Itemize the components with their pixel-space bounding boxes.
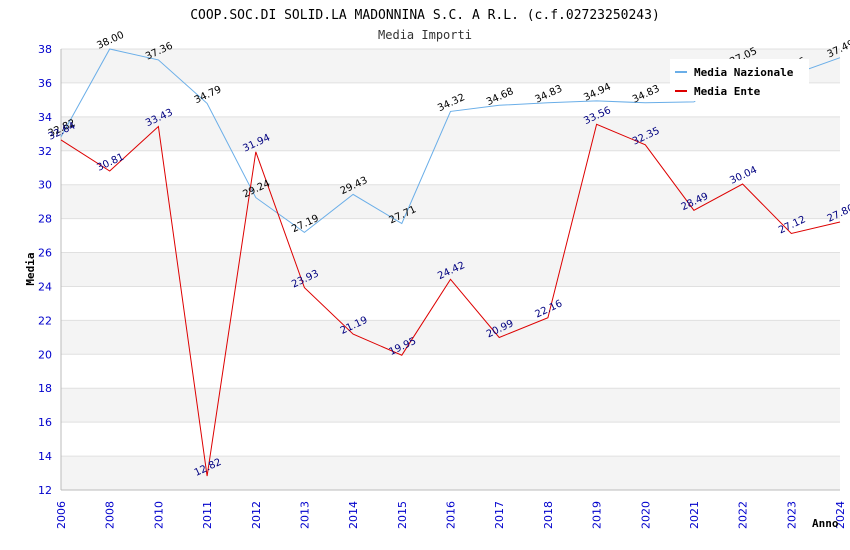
data-label: 38.00 [95,30,126,52]
y-axis-label: Media [24,252,37,285]
x-axis-ticks: 2006 2008 2010 2011 2012 2013 2014 2015 2016 2017… [55,501,847,529]
grid-band [61,354,840,389]
x-tick-label: 2022 [737,501,750,529]
y-tick-label: 14 [38,450,52,463]
y-tick-label: 26 [38,247,52,260]
legend-entry: Media Ente [694,85,761,98]
y-tick-label: 18 [38,382,52,395]
grid-band [61,184,840,219]
x-tick-label: 2015 [396,501,409,529]
x-tick-label: 2012 [250,501,263,529]
grid-band [61,150,840,185]
y-tick-label: 12 [38,484,52,497]
y-axis-ticks: 12 14 16 18 20 22 24 26 28 30 32 34 36 38 [38,43,52,497]
legend-entry: Media Nazionale [694,66,794,79]
series-line-ente [60,123,841,477]
y-tick-label: 34 [38,111,52,124]
x-tick-label: 2008 [104,501,117,529]
x-tick-label: 2006 [55,501,68,529]
x-tick-label: 2019 [591,501,604,529]
grid-band [61,456,840,490]
x-tick-label: 2010 [152,501,165,529]
x-tick-label: 2013 [298,501,311,529]
y-tick-label: 28 [38,213,52,226]
grid-band [61,286,840,321]
x-tick-label: 2024 [834,501,847,529]
legend: Media Nazionale Media Ente [670,59,809,101]
chart-title: COOP.SOC.DI SOLID.LA MADONNINA S.C. A R.… [190,8,660,23]
y-tick-label: 24 [38,280,52,293]
y-tick-label: 16 [38,416,52,429]
x-tick-label: 2016 [445,501,458,529]
grid-band [61,388,840,423]
x-tick-label: 2014 [347,501,360,529]
x-tick-label: 2011 [201,501,214,529]
legend-box [670,59,809,101]
y-tick-label: 36 [38,77,52,90]
x-tick-label: 2023 [785,501,798,529]
x-axis-label: Anno [812,517,839,530]
y-tick-label: 30 [38,179,52,192]
x-tick-label: 2018 [542,501,555,529]
chart-subtitle: Media Importi [378,28,472,42]
y-tick-label: 32 [38,145,52,158]
grid-band [61,218,840,253]
grid-band [61,252,840,287]
y-tick-label: 22 [38,314,52,327]
x-tick-label: 2020 [639,501,652,529]
grid-band [61,116,840,151]
y-tick-label: 20 [38,348,52,361]
grid-band [61,320,840,355]
grid-band [61,422,840,457]
x-tick-label: 2021 [688,501,701,529]
y-tick-label: 38 [38,43,52,56]
x-tick-label: 2017 [493,501,506,529]
